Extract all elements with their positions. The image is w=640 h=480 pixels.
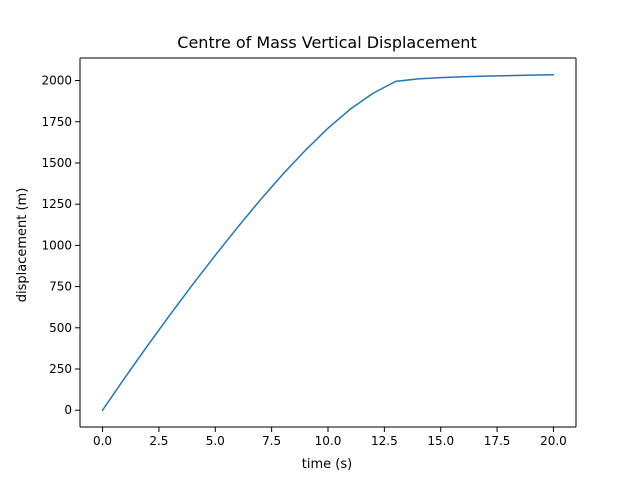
plot-area [79, 57, 577, 428]
y-tick-label: 750 [49, 280, 72, 294]
y-tick-label: 2000 [41, 74, 72, 88]
x-tick-label: 12.5 [371, 434, 398, 448]
x-tick-label: 20.0 [540, 434, 567, 448]
x-tick-label: 15.0 [427, 434, 454, 448]
y-tick-label: 1500 [41, 156, 72, 170]
y-tick-label: 1750 [41, 115, 72, 129]
x-tick-label: 0.0 [93, 434, 112, 448]
y-tick-label: 1000 [41, 238, 72, 252]
y-tick-label: 250 [49, 362, 72, 376]
x-tick-label: 17.5 [484, 434, 511, 448]
y-axis-ticks: 0 250 500 750 1000 1250 1500 1750 2000 [41, 74, 80, 417]
x-tick-label: 7.5 [262, 434, 281, 448]
y-tick-label: 1250 [41, 197, 72, 211]
chart-title: Centre of Mass Vertical Displacement [177, 33, 476, 52]
x-axis-label: time (s) [302, 457, 352, 472]
x-tick-label: 2.5 [149, 434, 168, 448]
y-tick-label: 0 [64, 403, 72, 417]
x-axis-ticks: 0.0 2.5 5.0 7.5 10.0 12.5 15.0 17.5 20.0 [93, 427, 567, 448]
series-line-1 [101, 74, 555, 411]
x-tick-label: 10.0 [315, 434, 342, 448]
x-tick-label: 5.0 [206, 434, 225, 448]
y-tick-label: 500 [49, 321, 72, 335]
y-axis-label: displacement (m) [15, 188, 30, 303]
